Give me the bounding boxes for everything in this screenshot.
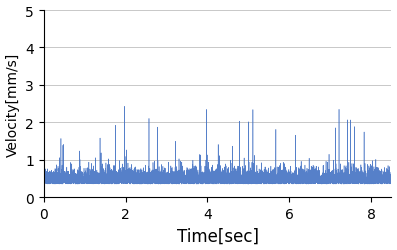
X-axis label: Time[sec]: Time[sec] — [177, 226, 258, 244]
Y-axis label: Velocity[mm/s]: Velocity[mm/s] — [6, 52, 19, 156]
